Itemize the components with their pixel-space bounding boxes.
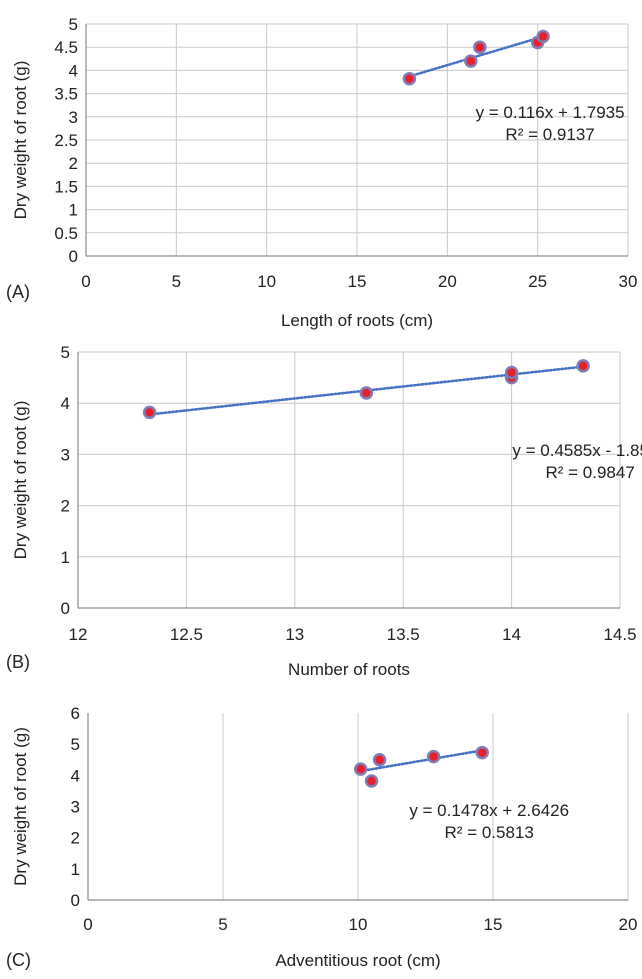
y-axis-title: Dry weight of root (g) <box>11 401 30 560</box>
x-tick-label: 13.5 <box>387 625 420 644</box>
trendline-equation: y = 0.116x + 1.7935 <box>476 103 625 122</box>
data-point <box>426 749 441 764</box>
y-tick-label: 4.5 <box>54 38 78 57</box>
x-tick-label: 0 <box>83 915 92 934</box>
x-tick-label: 5 <box>172 272 181 291</box>
trendline <box>359 749 484 773</box>
x-tick-label: 25 <box>528 272 547 291</box>
x-tick-label: 20 <box>619 915 638 934</box>
y-tick-label: 5 <box>61 343 70 362</box>
x-tick-label: 12 <box>69 625 88 644</box>
y-axis-title: Dry weight of root (g) <box>11 727 30 886</box>
y-tick-label: 3 <box>69 108 78 127</box>
y-tick-label: 4 <box>61 394 70 413</box>
chart-panel-a: 0 0.5 1 1.5 2 2.5 3 3.5 4 4.5 5 0 5 10 15 20 25 30 Dry wei… <box>6 15 637 330</box>
r-squared-label: R² = 0.9847 <box>545 463 634 482</box>
x-tick-label: 5 <box>218 915 227 934</box>
data-point <box>142 405 157 420</box>
y-tick-label: 1 <box>61 548 70 567</box>
y-tick-label: 2.5 <box>54 131 78 150</box>
y-tick-label: 3 <box>61 445 70 464</box>
x-tick-label: 10 <box>257 272 276 291</box>
y-axis-title: Dry weight of root (g) <box>11 61 30 220</box>
y-tick-label: 4 <box>71 766 80 785</box>
y-tick-label: 6 <box>71 704 80 723</box>
data-point <box>359 386 374 400</box>
y-tick-label: 5 <box>69 15 78 34</box>
data-point <box>402 72 417 86</box>
y-tick-label: 0.5 <box>54 224 78 243</box>
trendline <box>408 35 545 78</box>
x-tick-label: 13 <box>285 625 304 644</box>
x-tick-label: 10 <box>349 915 368 934</box>
x-axis-title: Number of roots <box>288 660 410 679</box>
data-point <box>536 29 550 44</box>
data-point <box>372 753 387 767</box>
y-tick-label: 1.5 <box>54 177 78 196</box>
data-point <box>473 40 487 54</box>
r-squared-label: R² = 0.9137 <box>505 125 594 144</box>
trendline-equation: y = 0.1478x + 2.6426 <box>409 801 569 820</box>
r-squared-label: R² = 0.5813 <box>445 823 534 842</box>
x-tick-label: 15 <box>348 272 367 291</box>
x-tick-label: 14.5 <box>603 625 636 644</box>
x-axis-title: Length of roots (cm) <box>281 311 433 330</box>
y-tick-label: 4 <box>69 61 78 80</box>
y-tick-label: 0 <box>61 599 70 618</box>
x-tick-label: 20 <box>438 272 457 291</box>
data-point <box>464 54 478 68</box>
panel-label: (C) <box>6 950 31 970</box>
x-tick-label: 30 <box>619 272 638 291</box>
x-tick-label: 0 <box>81 272 90 291</box>
y-tick-label: 2 <box>61 497 70 516</box>
chart-panel-c: 0 1 2 3 4 5 6 0 5 10 15 20 Dry weight of root (g) Adv… <box>6 704 637 970</box>
data-point <box>576 359 590 373</box>
x-tick-label: 12.5 <box>170 625 203 644</box>
data-point <box>353 762 368 776</box>
y-tick-label: 3 <box>71 798 80 817</box>
y-tick-label: 2 <box>71 829 80 848</box>
y-tick-label: 1 <box>71 860 80 879</box>
x-tick-label: 15 <box>484 915 503 934</box>
x-tick-label: 14 <box>502 625 521 644</box>
y-tick-label: 2 <box>69 154 78 173</box>
y-tick-label: 0 <box>69 247 78 266</box>
panel-label: (B) <box>6 652 30 672</box>
data-point <box>504 365 519 380</box>
y-tick-label: 5 <box>71 735 80 754</box>
panel-label: (A) <box>6 282 30 302</box>
y-tick-label: 0 <box>71 891 80 910</box>
y-tick-label: 3.5 <box>54 85 78 104</box>
data-point <box>364 774 379 788</box>
data-point <box>475 745 489 760</box>
y-tick-label: 1 <box>69 201 78 220</box>
trendline-equation: y = 0.4585x - 1.8561 <box>512 441 642 460</box>
x-axis-title: Adventitious root (cm) <box>275 951 440 970</box>
